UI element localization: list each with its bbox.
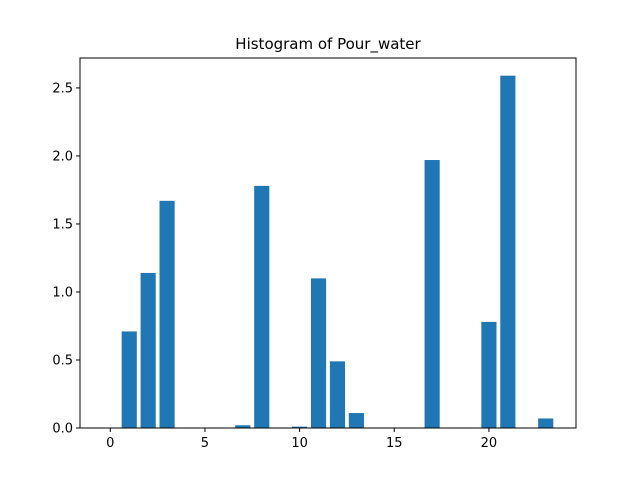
chart-title: Histogram of Pour_water	[235, 35, 421, 54]
x-tick-label: 15	[386, 436, 403, 451]
bar-17	[424, 160, 440, 428]
bar-7	[235, 425, 251, 428]
x-tick-label: 5	[201, 436, 209, 451]
y-tick-label: 0.5	[52, 353, 73, 368]
y-tick-label: 0.0	[52, 422, 73, 437]
ticks-layer: 0 5 10 15 20 0.0 0.5 1.0 1.5 2.0 2.5	[52, 81, 497, 451]
x-tick-label: 0	[106, 436, 114, 451]
x-tick-label: 10	[291, 436, 308, 451]
y-tick-label: 2.5	[52, 81, 73, 96]
bar-12	[329, 361, 346, 428]
bar-2	[140, 272, 156, 428]
bar-11	[310, 278, 327, 428]
bar-21	[500, 75, 516, 429]
y-tick-label: 1.0	[52, 285, 73, 300]
bar-8	[254, 185, 270, 428]
bar-3	[159, 200, 175, 428]
plot-frame	[79, 57, 577, 429]
x-tick-label: 20	[481, 436, 498, 451]
bar-23	[538, 418, 554, 428]
bar-10	[292, 426, 308, 428]
bar-20	[481, 321, 497, 428]
y-tick-label: 1.5	[52, 217, 73, 232]
y-tick-label: 2.0	[52, 149, 73, 164]
bar-13	[348, 413, 364, 428]
bars-layer	[121, 75, 554, 429]
bar-1	[121, 331, 137, 428]
